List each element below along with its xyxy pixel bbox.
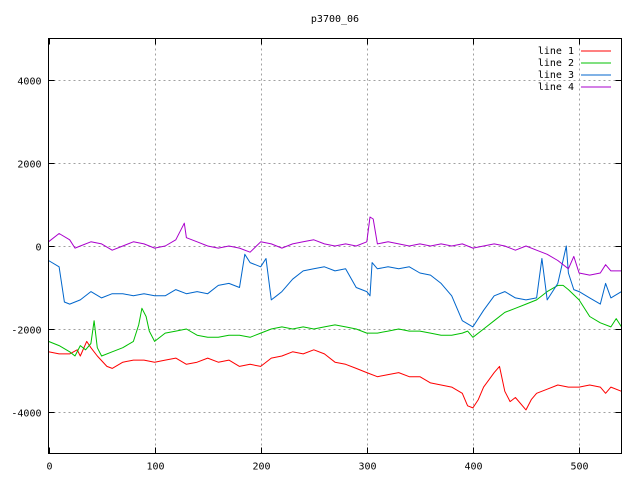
y-tick-label: -2000 (11, 326, 41, 337)
y-tick-label: 2000 (17, 160, 41, 171)
series-line-4 (48, 216, 622, 276)
x-tick-label: 300 (358, 462, 376, 473)
legend-label: line 1 (538, 46, 574, 57)
y-tick-label: 0 (35, 243, 41, 254)
x-tick-label: 500 (570, 462, 588, 473)
x-tick-label: 100 (146, 462, 164, 473)
axis-ticks: 0 100 200 300 400 500 -4000 -2000 0 2000 4000 (11, 38, 622, 473)
series-line-3 (48, 245, 622, 328)
series-line-2 (48, 284, 622, 357)
series-line-1 (48, 340, 622, 411)
x-tick-label: 400 (464, 462, 482, 473)
y-tick-label: -4000 (11, 409, 41, 420)
chart-title: p3700_06 (311, 14, 359, 25)
legend-label: line 4 (538, 82, 574, 93)
legend-label: line 3 (538, 70, 574, 81)
series-layer (48, 216, 622, 411)
x-tick-label: 0 (46, 462, 52, 473)
x-tick-label: 200 (252, 462, 270, 473)
legend-label: line 2 (538, 58, 574, 69)
y-tick-label: 4000 (17, 77, 41, 88)
